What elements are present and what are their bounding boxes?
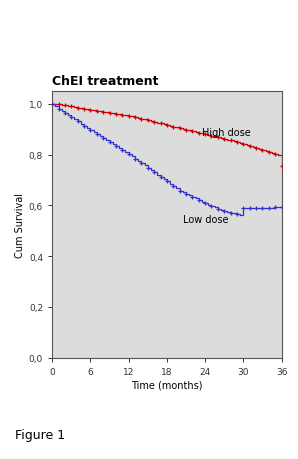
Text: ChEI treatment: ChEI treatment [52, 75, 159, 88]
X-axis label: Time (months): Time (months) [131, 380, 203, 390]
Text: Figure 1: Figure 1 [15, 428, 65, 441]
Y-axis label: Cum Survival: Cum Survival [15, 192, 25, 257]
Text: High dose: High dose [202, 128, 251, 138]
Text: Low dose: Low dose [183, 214, 228, 224]
